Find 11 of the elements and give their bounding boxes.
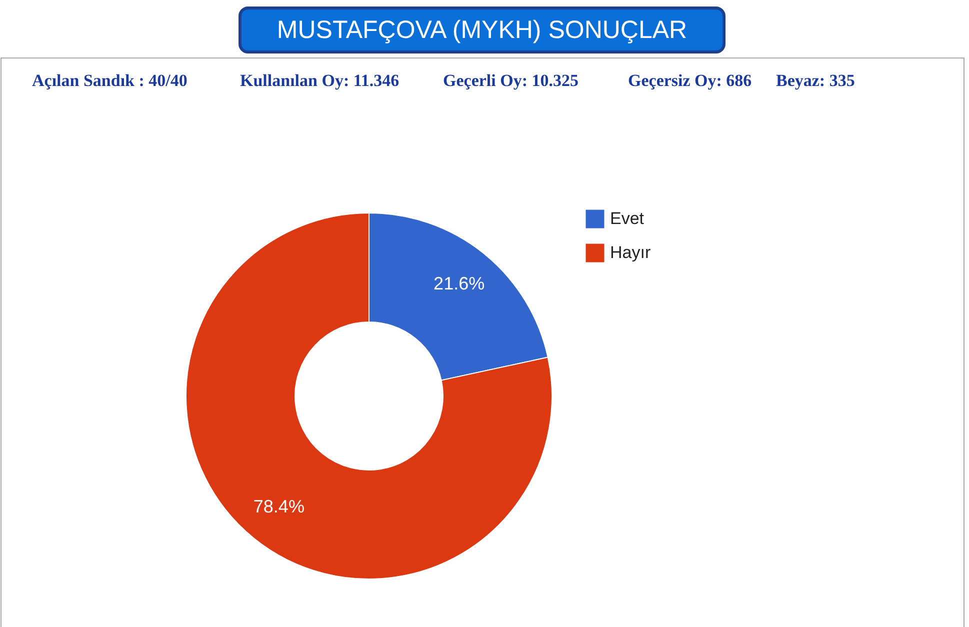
data-label: 21.6% (434, 273, 485, 294)
text: Kullanılan Oy: 11.346 (240, 71, 400, 90)
text: Beyaz: 335 (776, 71, 855, 90)
text: Geçerli Oy: 10.325 (443, 71, 578, 90)
legend-label: Hayır (610, 243, 651, 262)
text: Açılan Sandık : 40/40 (32, 71, 188, 90)
chart-title: MUSTAFÇOVA (MYKH) SONUÇLAR (276, 16, 688, 44)
donut-slice (186, 212, 552, 580)
legend-label: Evet (610, 209, 644, 228)
text: Geçersiz Oy: 686 (628, 71, 752, 90)
data-label: 78.4% (253, 496, 304, 517)
